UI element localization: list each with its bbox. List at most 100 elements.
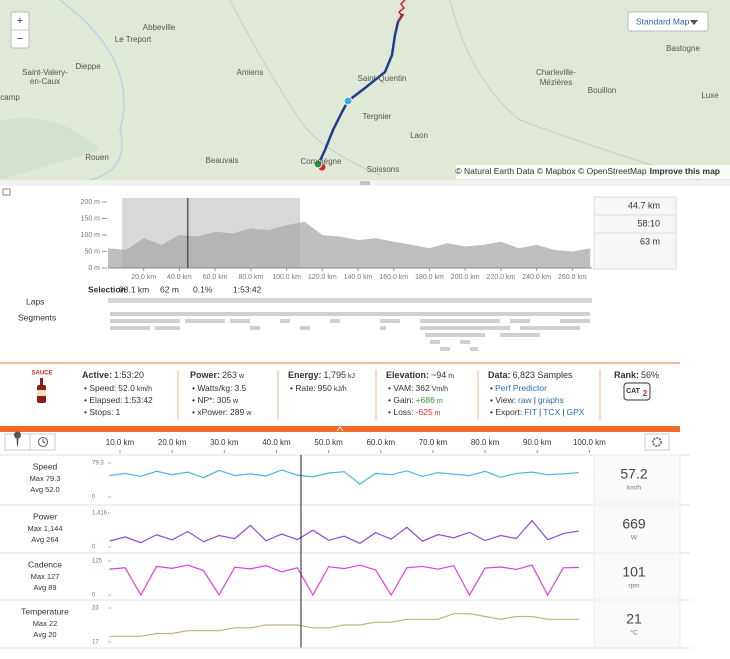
series-line	[109, 469, 580, 485]
stat-item: • Rate: 950 kJ/h	[290, 383, 347, 393]
zoom-in[interactable]: +	[17, 15, 23, 27]
readout-unit: rpm	[628, 583, 639, 590]
y-tick-label: 79.3	[92, 461, 104, 467]
y-tick-label: 0	[92, 593, 96, 599]
style-button[interactable]: Standard Map	[636, 16, 690, 26]
settings-button[interactable]	[644, 433, 670, 451]
x-tick-label: 90.0 km	[523, 438, 552, 447]
readout-value: 21	[626, 611, 642, 627]
toggle-icon[interactable]	[2, 188, 11, 196]
segment-bar	[380, 326, 386, 330]
selection-value: 1:53:42	[233, 284, 262, 294]
place-label: Beauvais	[206, 156, 239, 165]
stat-part: • Gain:	[388, 395, 414, 405]
x-tick-label: 50.0 km	[314, 438, 343, 447]
segment-bar	[500, 333, 540, 337]
stat-part: • Rate:	[290, 383, 316, 393]
link[interactable]: TCX	[543, 407, 560, 417]
series-stat: Avg 52.0	[30, 485, 59, 494]
stat-part: +686	[416, 395, 435, 405]
y-tick-label: 1,416	[92, 511, 108, 517]
series-stat: Avg 89	[33, 583, 56, 592]
stat-part: kJ/h	[334, 386, 347, 393]
zoom-control[interactable]: + −	[10, 11, 30, 49]
segment-bar	[155, 326, 180, 330]
stat-part: • Speed:	[84, 383, 116, 393]
readout-altitude: 63 m	[640, 236, 660, 246]
y-tick-label: 125	[92, 559, 103, 565]
x-tick-label: 30.0 km	[210, 438, 239, 447]
x-tick-label: 60.0 km	[203, 274, 228, 281]
stat-part: 1:53:20	[114, 370, 144, 380]
link[interactable]: GPX	[566, 407, 584, 417]
stat-part: ~94	[431, 370, 446, 380]
y-tick-label: 0	[92, 495, 96, 501]
x-tick-label: 160.0 km	[379, 274, 408, 281]
stat-item: • Loss: -625 m	[388, 407, 441, 417]
stat-part: 263	[222, 370, 237, 380]
link[interactable]: graphs	[538, 395, 564, 405]
orange-bar[interactable]	[0, 426, 680, 432]
stat-item: • Gain: +686 m	[388, 395, 443, 405]
y-tick-label: 100 m	[81, 232, 101, 239]
link[interactable]: raw	[518, 395, 533, 405]
readout-box	[593, 454, 681, 504]
resize-handle[interactable]	[0, 180, 730, 186]
map: + − Standard Map © Natural Earth Data © …	[0, 0, 730, 181]
readout-box	[593, 552, 681, 602]
stat-part: 362	[416, 383, 430, 393]
stat-title: Power: 263 w	[190, 370, 245, 380]
x-tick-label: 200.0 km	[451, 274, 480, 281]
y-tick-label: 150 m	[81, 215, 101, 222]
stat-title: Active: 1:53:20	[82, 370, 144, 380]
x-tick-label: 140.0 km	[344, 274, 373, 281]
clock-icon[interactable]	[38, 437, 48, 447]
attribution-text: © Natural Earth Data © Mapbox © OpenStre…	[455, 166, 647, 176]
series-stat: Avg 20	[33, 630, 56, 639]
stat-part: 1:53:42	[124, 395, 153, 405]
x-tick-label: 10.0 km	[106, 438, 135, 447]
selection-value: 62 m	[160, 284, 179, 294]
improve-link[interactable]: Improve this map	[650, 166, 720, 176]
stat-part: Rank:	[614, 370, 639, 380]
link[interactable]: Perf Predictor	[495, 383, 547, 393]
stat-part: • Watts/kg:	[192, 383, 232, 393]
stat-title: Energy: 1,795 kJ	[288, 370, 355, 380]
x-tick-label: 40.0 km	[167, 274, 192, 281]
start-marker	[313, 159, 323, 169]
y-tick-label: 23	[92, 606, 99, 612]
pin-icon[interactable]	[14, 431, 21, 447]
series-stat: Max 22	[33, 619, 58, 628]
stat-item: • Speed: 52.0 km/h	[84, 383, 152, 393]
segment-bar	[430, 340, 440, 344]
stat-part: 950	[318, 383, 332, 393]
place-label: Mézières	[540, 78, 572, 87]
segment-bar	[280, 319, 290, 323]
route-end	[397, 0, 406, 23]
badge-bg	[623, 382, 651, 401]
place-label: Laon	[410, 131, 428, 140]
stat-item: • Export: FIT | TCX | GPX	[490, 407, 585, 417]
map-bg	[0, 0, 730, 180]
segment-bar	[330, 319, 340, 323]
x-tick-label: 260.0 km	[558, 274, 587, 281]
selection-value: 98.1 km	[119, 284, 149, 294]
place-label: Tergnier	[363, 112, 392, 121]
stat-part: 305	[217, 395, 231, 405]
stat-part: 289	[230, 407, 244, 417]
selection-label: Selection	[88, 284, 126, 294]
place-label: Saint-Valery-	[22, 68, 68, 77]
map-style[interactable]: Standard Map	[627, 11, 709, 32]
row-label: Laps	[26, 296, 44, 306]
x-tick-label: 70.0 km	[419, 438, 448, 447]
segment-bar	[460, 340, 470, 344]
x-tick-label: 220.0 km	[487, 274, 516, 281]
segment-bar	[425, 333, 485, 337]
badge-text: CAT	[626, 388, 641, 395]
x-tick-label: 80.0 km	[238, 274, 263, 281]
badge-number: 2	[643, 389, 648, 398]
zoom-out[interactable]: −	[17, 33, 23, 45]
x-tick-label: 40.0 km	[262, 438, 291, 447]
link[interactable]: FIT	[524, 407, 537, 417]
